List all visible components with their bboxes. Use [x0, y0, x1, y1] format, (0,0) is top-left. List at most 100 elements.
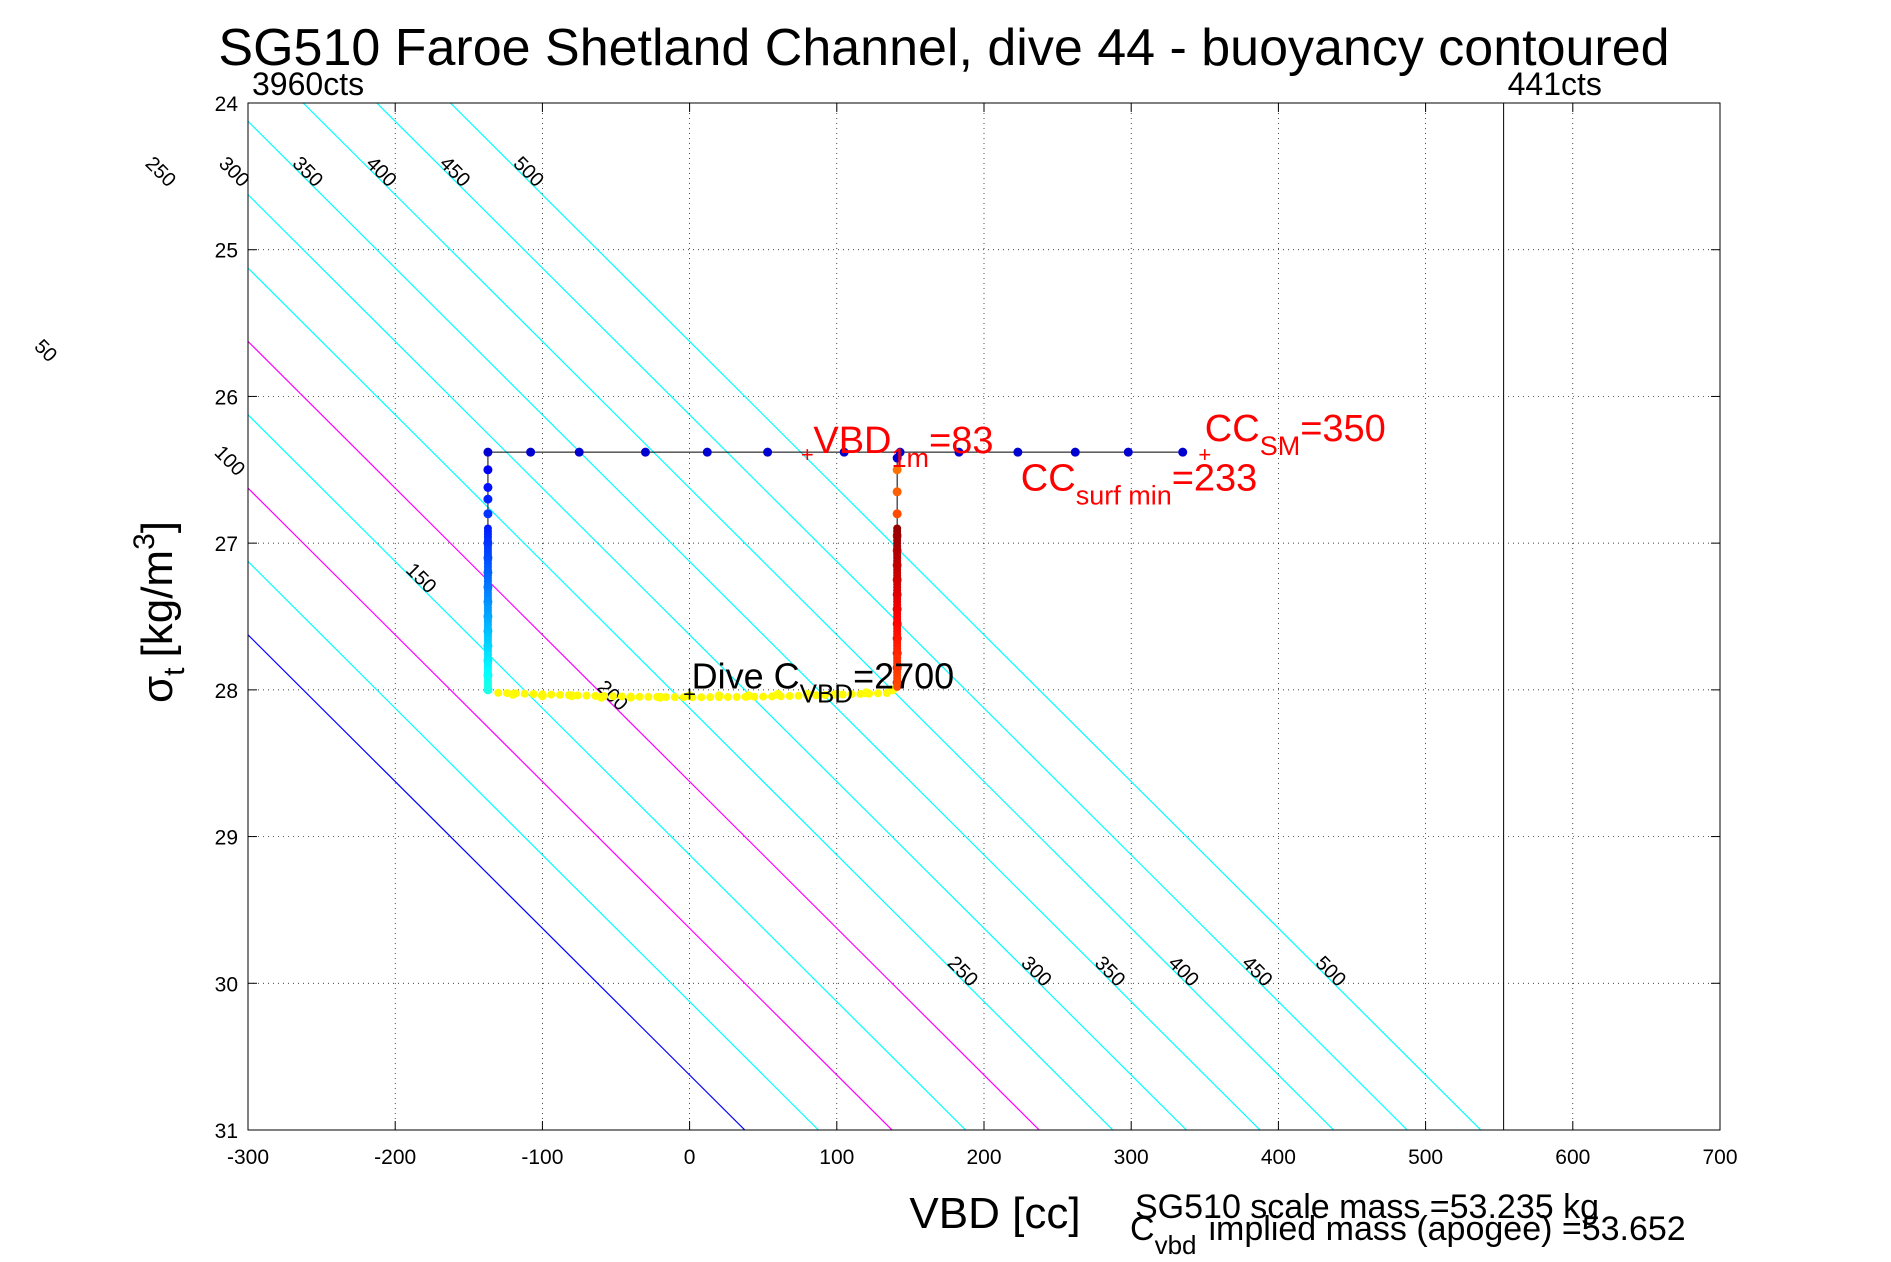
implied-mass-note: Cvbd implied mass (apogee) =53.652: [1130, 1210, 1686, 1260]
x-tick-label: 700: [1702, 1146, 1737, 1169]
dive-point: [892, 509, 902, 519]
y-tick-label: 30: [215, 973, 238, 996]
dive-point: [526, 447, 536, 457]
x-tick-label: 400: [1261, 1146, 1296, 1169]
dive-point: [839, 447, 849, 457]
dive-point: [715, 693, 724, 702]
dive-point: [538, 690, 547, 699]
x-tick-label: 600: [1555, 1146, 1590, 1169]
dive-point: [573, 691, 582, 700]
annotation-label: Dive CVBD=2700: [692, 655, 955, 708]
dive-point: [644, 692, 653, 701]
dive-point: [600, 692, 609, 701]
dive-point: [1013, 447, 1023, 457]
contour-label-left-50: 50: [30, 335, 61, 366]
contour-label-left-150: 150: [401, 559, 440, 598]
dive-point: [697, 693, 706, 702]
y-tick-label: 28: [215, 680, 238, 703]
dive-point: [640, 447, 650, 457]
contour-label-upper-350: 350: [288, 153, 327, 192]
annotation-base: CC: [1021, 457, 1076, 499]
dive-point: [776, 692, 785, 701]
dive-point: [794, 691, 803, 700]
dive-point: [803, 691, 812, 700]
y-tick-label: 26: [215, 386, 238, 409]
annotation-marker: +: [1198, 442, 1211, 467]
x-tick-label: 300: [1114, 1146, 1149, 1169]
annotation-value: =83: [929, 420, 993, 462]
contour-label-upper-250: 250: [141, 153, 180, 192]
annotation-sub: surf min: [1076, 480, 1172, 510]
x-tick-label: -300: [227, 1146, 269, 1169]
annotation-base: CC: [1205, 408, 1260, 450]
y-axis-close: ]: [133, 521, 182, 533]
annotation-value: =233: [1172, 457, 1258, 499]
contour-label-lower-350: 350: [1090, 952, 1129, 991]
annotation-sub: 1m: [892, 443, 930, 473]
contour-line-350: [248, 120, 1261, 1130]
annotation-sub: SM: [1260, 431, 1301, 461]
annotation-label: VBD1m=83: [813, 420, 993, 473]
contour-label-lower-450: 450: [1237, 952, 1276, 991]
dive-point: [483, 482, 493, 492]
dive-point: [662, 693, 671, 702]
y-tick-label: 25: [215, 240, 238, 263]
dive-point: [750, 692, 759, 701]
dive-point: [679, 693, 688, 702]
dive-point: [882, 688, 891, 697]
dive-point: [653, 692, 662, 701]
y-tick-label: 27: [215, 533, 238, 556]
dive-point: [483, 682, 492, 691]
dive-point: [626, 692, 635, 701]
annotation-value: =2700: [853, 655, 954, 696]
dive-point: [856, 689, 865, 698]
dive-point: [768, 692, 777, 701]
contour-line-0: [248, 633, 746, 1130]
contour-line-50: [248, 560, 819, 1130]
contour-label-lower-400: 400: [1164, 952, 1203, 991]
dive-point: [1123, 447, 1133, 457]
axis-ticks: -300 -200 -100 0 100 200 300 400 500 600 700 24 25 26…: [215, 93, 1738, 1169]
dive-point: [582, 691, 591, 700]
dive-point: [591, 691, 600, 700]
contour-line-100: [248, 487, 893, 1130]
x-tick-label: 100: [819, 1146, 854, 1169]
chart-title: SG510 Faroe Shetland Channel, dive 44 - …: [218, 19, 1669, 77]
x-tick-label: -200: [374, 1146, 416, 1169]
dive-point: [483, 494, 493, 504]
y-axis-title: σt [kg/m3]: [128, 521, 191, 703]
dive-point: [892, 465, 902, 475]
annotation-label: CCSM=350: [1205, 408, 1386, 461]
contour-label-upper-400: 400: [361, 153, 400, 192]
dive-point: [520, 689, 529, 698]
dive-point: [847, 690, 856, 699]
x-tick-label: 0: [684, 1146, 696, 1169]
dive-point: [821, 691, 830, 700]
annotation-sub: VBD: [800, 678, 853, 708]
x-tick-label: 200: [966, 1146, 1001, 1169]
dive-point: [670, 693, 679, 702]
contour-label-left-100: 100: [210, 442, 249, 481]
dive-point: [635, 692, 644, 701]
y-axis-sub: t: [158, 667, 191, 676]
dive-point: [741, 692, 750, 701]
y-axis-units: [kg/m: [133, 550, 182, 658]
plot-frame: [247, 102, 1721, 1131]
dive-point: [892, 487, 902, 497]
y-tick-label: 24: [215, 93, 239, 116]
buoyancy-contours: [248, 103, 1482, 1130]
contour-labels: 2503003504004505002503003504004505000501…: [30, 153, 1350, 992]
annotation-label: CCsurf min=233: [1021, 457, 1258, 510]
x-axis-title: VBD [cc]: [909, 1189, 1080, 1238]
count-line-label: 441cts: [1508, 66, 1602, 102]
x-tick-label: 500: [1408, 1146, 1443, 1169]
dive-point: [688, 693, 697, 702]
implied-mass-rest: implied mass (apogee) =53.652: [1208, 1210, 1685, 1248]
dive-point: [892, 453, 902, 463]
contour-label-lower-500: 500: [1311, 952, 1350, 991]
contour-line-200: [248, 340, 1040, 1130]
contour-line-150: [248, 413, 967, 1130]
dive-point: [617, 692, 626, 701]
dive-point: [503, 689, 512, 698]
